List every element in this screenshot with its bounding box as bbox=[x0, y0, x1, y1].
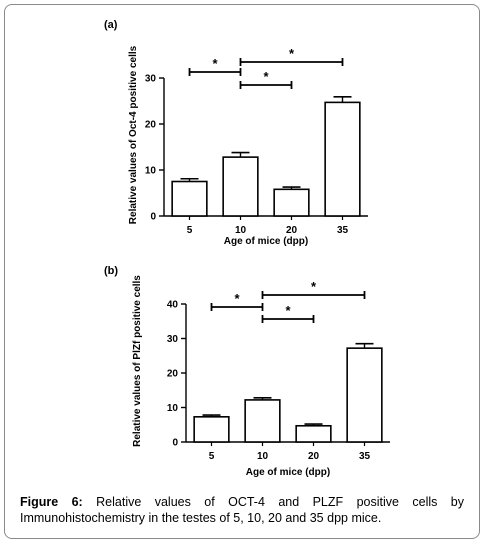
x-tick-label: 5 bbox=[209, 451, 215, 462]
bar-10 bbox=[244, 399, 281, 443]
x-axis-title: Age of mice (dpp) bbox=[246, 467, 330, 478]
y-tick-label: 20 bbox=[167, 369, 179, 380]
significance-star: * bbox=[311, 279, 317, 294]
panel-label: (b) bbox=[104, 265, 118, 277]
y-tick-label: 0 bbox=[150, 212, 156, 223]
bar-5 bbox=[171, 180, 208, 217]
chart-oct4: (a) 0 10 20 30 5 10 20 35 * * * Age of mice (dpp) Rel… bbox=[104, 19, 368, 247]
x-tick-label: 5 bbox=[187, 225, 193, 236]
x-tick-label: 20 bbox=[286, 225, 298, 236]
y-axis-title: Relative values of Oct-4 positive cells bbox=[128, 45, 139, 224]
figure-frame bbox=[4, 4, 480, 539]
x-tick-label: 35 bbox=[359, 451, 371, 462]
x-tick-label: 35 bbox=[337, 225, 349, 236]
y-tick-label: 30 bbox=[167, 334, 179, 345]
bar-5 bbox=[193, 416, 230, 443]
chart-plzf: (b) 0 10 20 30 40 5 10 20 35 * * * Age of mice (dpp) R… bbox=[104, 265, 390, 478]
y-tick-label: 20 bbox=[145, 120, 157, 131]
caption-label: Figure 6: bbox=[20, 495, 83, 509]
y-axis-title: Relative values of PlZf positive cells bbox=[132, 275, 143, 447]
panel-label: (a) bbox=[104, 19, 118, 31]
figure-caption: Figure 6: Relative values of OCT-4 and P… bbox=[20, 494, 464, 526]
bar-35 bbox=[324, 101, 361, 217]
y-tick-label: 0 bbox=[172, 438, 178, 449]
bar-35 bbox=[346, 347, 383, 443]
significance-star: * bbox=[289, 46, 295, 61]
x-tick-label: 20 bbox=[308, 451, 320, 462]
y-tick-label: 30 bbox=[145, 74, 157, 85]
bar-20 bbox=[273, 188, 310, 217]
significance-star: * bbox=[263, 69, 269, 84]
significance-star: * bbox=[234, 291, 240, 306]
bar-10 bbox=[222, 156, 259, 217]
significance-star: * bbox=[212, 56, 218, 71]
caption-text: Relative values of OCT-4 and PLZF positi… bbox=[20, 495, 464, 525]
x-tick-label: 10 bbox=[235, 225, 247, 236]
y-tick-label: 10 bbox=[145, 166, 157, 177]
bar-20 bbox=[295, 424, 332, 443]
x-axis-title: Age of mice (dpp) bbox=[224, 236, 308, 247]
y-tick-label: 40 bbox=[167, 300, 179, 311]
x-tick-label: 10 bbox=[257, 451, 269, 462]
significance-star: * bbox=[285, 303, 291, 318]
y-tick-label: 10 bbox=[167, 403, 179, 414]
